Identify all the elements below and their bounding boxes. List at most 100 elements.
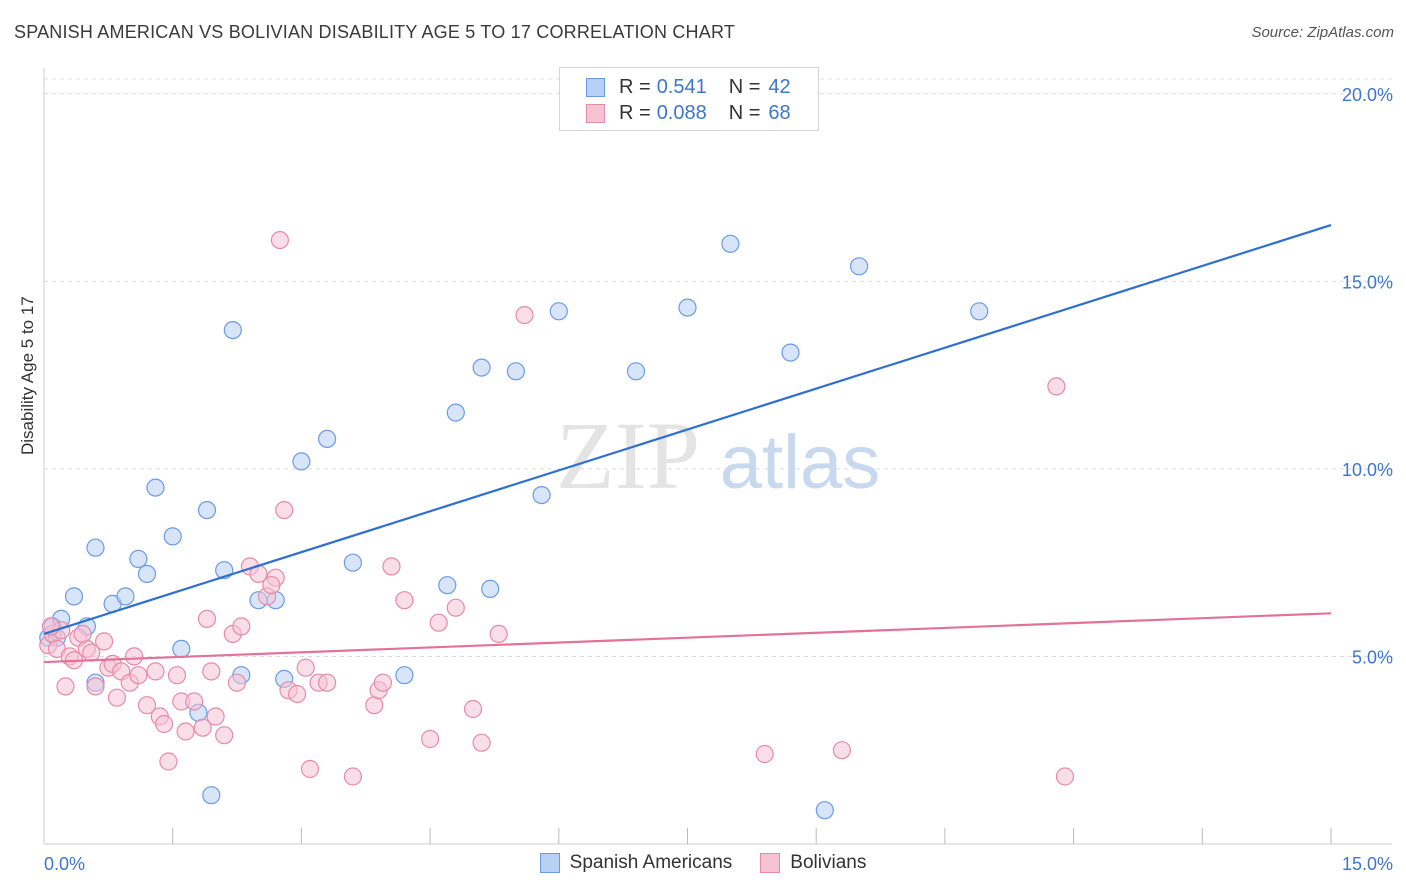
- bolivian-point: [56, 677, 75, 696]
- bolivian-point: [429, 613, 448, 632]
- spanish-american-point: [202, 786, 221, 805]
- bolivian-point: [382, 557, 401, 576]
- spanish-american-point: [532, 486, 551, 505]
- bolivian-point: [318, 673, 337, 692]
- watermark-zip: ZIP: [556, 402, 700, 509]
- bolivian-point: [463, 699, 483, 719]
- spanish-american-point: [64, 587, 84, 606]
- bolivian-point: [489, 624, 508, 644]
- bolivian-point: [206, 707, 225, 726]
- y-tick-label: 10.0%: [1342, 460, 1393, 480]
- axes: [43, 68, 1392, 845]
- y-axis-label: Disability Age 5 to 17: [18, 296, 37, 455]
- bolivian-point: [167, 666, 187, 685]
- tick-labels: 5.0% 10.0% 15.0% 20.0% 0.0% 15.0%: [44, 85, 1393, 874]
- spanish-american-point: [172, 639, 191, 659]
- bolivian-point: [395, 591, 414, 610]
- spanish-american-point: [506, 362, 526, 381]
- bolivian-point: [86, 677, 105, 696]
- spanish-american-point: [481, 579, 500, 599]
- spanish-american-point: [721, 234, 740, 253]
- bolivian-point: [373, 673, 392, 692]
- spanish-american-point: [343, 553, 362, 572]
- spanish-american-point: [446, 403, 465, 422]
- bolivian-point: [137, 696, 157, 715]
- bolivian-point: [515, 306, 534, 325]
- bolivian-point: [472, 733, 491, 752]
- spanish-american-point: [86, 538, 105, 557]
- bolivian-point: [232, 617, 251, 636]
- spanish-american-point: [292, 452, 311, 471]
- y-tick-label: 5.0%: [1352, 647, 1393, 667]
- bolivian-point: [262, 576, 281, 595]
- bolivian-point: [146, 662, 165, 681]
- legend-row-bolivians: R = 0.088 N = 68: [586, 100, 791, 126]
- correlation-legend: R = 0.541 N = 42 R = 0.088 N = 68: [559, 67, 819, 131]
- spanish-american-point: [197, 501, 217, 520]
- bolivian-point: [215, 726, 234, 745]
- legend-n-value: 42: [768, 75, 791, 98]
- spanish-american-point: [137, 564, 157, 584]
- series-swatch-spanish-americans: [539, 853, 560, 873]
- series-legend-bolivians[interactable]: Bolivians: [760, 852, 866, 874]
- bolivian-point: [107, 688, 127, 707]
- spanish-american-point: [146, 478, 165, 497]
- bolivian-point: [275, 501, 294, 520]
- bolivian-point: [832, 741, 852, 760]
- legend-r-value: 0.088: [656, 101, 707, 124]
- spanish-american-point: [472, 358, 491, 377]
- spanish-american-point: [549, 302, 568, 321]
- spanish-american-point: [129, 549, 148, 569]
- watermark-atlas: atlas: [720, 420, 881, 505]
- trend-line-bolivians: [43, 612, 1332, 664]
- spanish-american-point: [626, 362, 646, 381]
- legend-r-value: 0.541: [656, 75, 707, 98]
- trend-line-spanish-americans: [43, 224, 1332, 635]
- bolivian-point: [129, 666, 148, 685]
- spanish-american-point: [678, 298, 697, 317]
- legend-n-label: N =: [728, 75, 761, 98]
- bolivian-point: [288, 684, 307, 704]
- spanish-american-point: [815, 801, 834, 820]
- spanish-american-point: [223, 321, 242, 340]
- bolivian-point: [125, 647, 144, 666]
- bolivian-point: [446, 598, 465, 617]
- bolivian-point: [176, 722, 195, 741]
- spanish-american-point: [781, 343, 800, 362]
- spanish-american-point: [163, 527, 182, 546]
- scatter-points: [39, 231, 1075, 820]
- bolivian-point: [365, 696, 384, 715]
- legend-n-label: N =: [728, 101, 761, 124]
- bolivian-point: [1047, 377, 1066, 396]
- series-legend-label: Bolivians: [790, 852, 867, 873]
- y-tick-label: 15.0%: [1342, 272, 1393, 292]
- bolivian-point: [185, 692, 204, 711]
- series-legend-spanish-americans[interactable]: Spanish Americans: [539, 852, 733, 874]
- series-legend: Spanish Americans Bolivians: [0, 852, 1406, 874]
- bolivian-point: [270, 231, 289, 250]
- x-tick-label: 0.0%: [44, 854, 85, 874]
- chart-title: SPANISH AMERICAN VS BOLIVIAN DISABILITY …: [14, 22, 736, 42]
- spanish-american-point: [116, 587, 135, 606]
- series-legend-label: Spanish Americans: [569, 852, 733, 873]
- bolivian-point: [296, 658, 315, 677]
- bolivian-point: [755, 744, 774, 764]
- legend-row-spanish-americans: R = 0.541 N = 42: [586, 74, 791, 100]
- watermark: ZIP atlas: [556, 402, 880, 509]
- y-tick-label: 20.0%: [1342, 85, 1393, 105]
- source-label: Source: ZipAtlas.com: [1251, 24, 1394, 41]
- bolivian-point: [193, 718, 212, 737]
- bolivian-point: [155, 714, 174, 734]
- legend-n-value: 68: [768, 101, 791, 124]
- legend-swatch-bolivians: [586, 103, 605, 123]
- trend-lines: [43, 224, 1332, 664]
- bolivian-point: [300, 759, 320, 779]
- spanish-american-point: [849, 257, 869, 276]
- bolivian-point: [343, 767, 362, 786]
- spanish-american-point: [438, 576, 457, 595]
- spanish-american-point: [318, 429, 337, 448]
- legend-r-label: R =: [619, 101, 651, 124]
- bolivian-point: [202, 662, 221, 681]
- bolivian-point: [159, 752, 178, 771]
